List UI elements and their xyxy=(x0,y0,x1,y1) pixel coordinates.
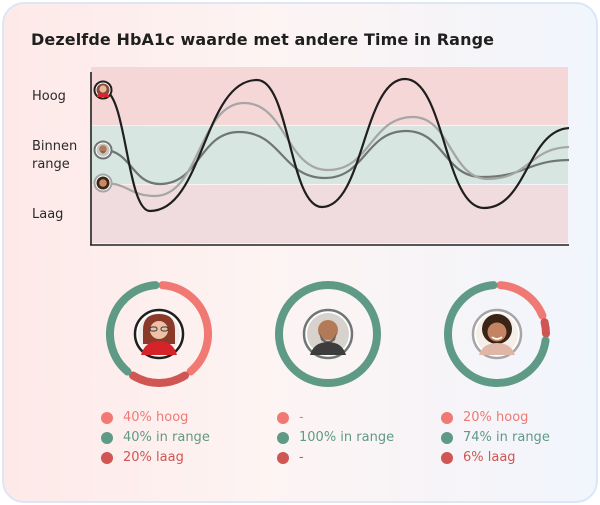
donut-segment-in-range xyxy=(106,281,160,376)
legend-dot-high xyxy=(277,412,289,424)
legend-dot-low xyxy=(441,452,453,464)
legend-high: 40% hoog xyxy=(123,410,189,425)
avatar-woman-curly-hair xyxy=(471,308,523,360)
legend-dot-in-range xyxy=(277,432,289,444)
avatar-small-woman-with-glasses xyxy=(93,80,113,100)
donut-segment-low xyxy=(540,318,550,338)
donut-segment-in-range xyxy=(444,281,550,387)
avatar-woman-with-glasses xyxy=(133,308,185,360)
legend-dot-in-range xyxy=(101,432,113,444)
donut-segment-high xyxy=(158,281,212,376)
legend-high: 20% hoog xyxy=(463,410,529,425)
band-label-high: Hoog xyxy=(32,89,66,104)
legend-bearded-man: - 100% in range - xyxy=(277,408,394,468)
band-high xyxy=(91,67,568,125)
legend-high: - xyxy=(299,410,304,425)
donut-segment-in-range xyxy=(275,281,381,387)
legend-low: 6% laag xyxy=(463,450,516,465)
legend-low: 20% laag xyxy=(123,450,184,465)
legend-low: - xyxy=(299,450,304,465)
band-low xyxy=(91,185,568,243)
donut-woman-with-glasses xyxy=(106,281,212,387)
band-range xyxy=(91,126,568,184)
band-label-low: Laag xyxy=(32,207,64,222)
legend-dot-in-range xyxy=(441,432,453,444)
donut-segment-low xyxy=(129,371,189,387)
donut-woman-curly-hair xyxy=(444,281,550,387)
legend-woman-curly-hair: 20% hoog 74% in range 6% laag xyxy=(441,408,550,468)
legend-dot-low xyxy=(277,452,289,464)
series-line-bearded-man xyxy=(102,129,569,186)
chart-title: Dezelfde HbA1c waarde met andere Time in… xyxy=(31,30,495,49)
legend-woman-with-glasses: 40% hoog 40% in range 20% laag xyxy=(101,408,210,468)
donut-bearded-man xyxy=(275,281,381,387)
legend-in-range: 100% in range xyxy=(299,430,395,445)
donut-segment-high xyxy=(496,281,547,320)
band-label-range-line1: Binnen xyxy=(32,139,78,154)
avatar-bearded-man xyxy=(302,308,354,360)
avatar-small-woman-curly-hair xyxy=(93,173,113,193)
legend-dot-high xyxy=(441,412,453,424)
avatar-small-bearded-man xyxy=(93,140,113,160)
legend-dot-high xyxy=(101,412,113,424)
legend-in-range: 40% in range xyxy=(123,430,210,445)
legend-in-range: 74% in range xyxy=(463,430,550,445)
band-label-range-line2: range xyxy=(32,157,70,172)
series-line-woman-with-glasses xyxy=(102,77,569,213)
legend-dot-low xyxy=(101,452,113,464)
series-line-woman-curly-hair xyxy=(102,101,569,198)
